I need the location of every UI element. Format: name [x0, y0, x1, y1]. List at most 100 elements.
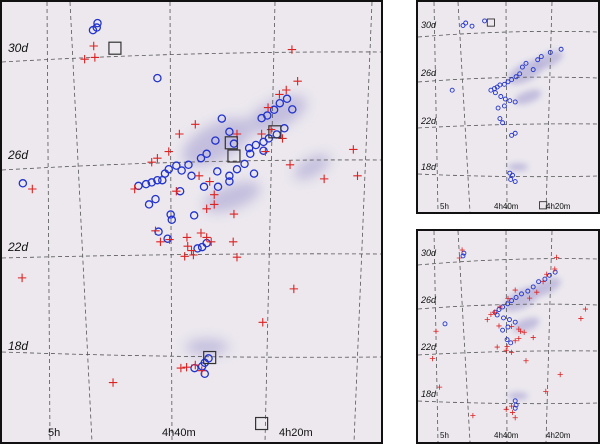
cloud-region [514, 89, 542, 105]
main-sky-map: 30d 26d 22d 18d 5h 4h40m 4h20m [2, 2, 381, 442]
circle-marker [257, 113, 266, 123]
y-tick-label: 30d [421, 248, 437, 258]
x-tick-label: 4h40m [494, 202, 519, 211]
circle-marker [158, 175, 167, 185]
plus-marker [257, 129, 266, 139]
y-tick-label: 26d [7, 148, 28, 162]
extinction-glow [507, 50, 563, 171]
x-tick-label: 4h20m [279, 427, 313, 439]
declination-gridline [418, 400, 598, 405]
circle-marker [512, 99, 518, 105]
circle-marker [513, 295, 519, 300]
plus-marker [183, 242, 192, 251]
square-marker [108, 41, 122, 55]
plus-marker [108, 378, 118, 387]
plus-marker [189, 250, 198, 260]
circle-marker [506, 317, 512, 323]
plus-marker [540, 279, 546, 285]
plus-marker [17, 273, 27, 283]
plus-marker [258, 318, 267, 327]
cloud-region [182, 118, 252, 166]
plus-marker [470, 413, 476, 419]
x-tick-label: 4h20m [546, 202, 571, 211]
cloud-region [247, 95, 307, 133]
x-tick-label: 5h [440, 202, 449, 211]
plus-marker [172, 187, 181, 196]
plus-marker [459, 247, 465, 253]
right-ascension-gridline [457, 2, 471, 212]
circle-marker [504, 337, 510, 343]
circle-marker [508, 176, 514, 182]
circle-marker [213, 167, 222, 176]
circle-marker [501, 315, 506, 321]
circle-marker [193, 244, 202, 253]
plus-marker [293, 77, 302, 86]
circle-marker [469, 23, 475, 29]
cloud-region [508, 392, 528, 400]
circle-marker [558, 46, 564, 52]
y-tick-label: 22d [7, 240, 28, 254]
plus-marker [175, 129, 184, 139]
declination-gridline [418, 350, 598, 356]
plus-marker [151, 226, 160, 235]
y-tick-label: 30d [421, 20, 437, 30]
plus-marker [488, 311, 494, 317]
square-marker [224, 136, 238, 150]
plus-marker [505, 295, 511, 302]
circle-marker [163, 234, 172, 243]
bottom-right-sky-map: 30d 26d 22d 18d 5h 4h40m 4h20m [418, 231, 598, 442]
plus-marker [191, 360, 200, 370]
plus-marker [512, 338, 518, 344]
y-tick-label: 26d [420, 68, 437, 78]
circle-marker [202, 149, 211, 159]
declination-gridline [2, 351, 381, 358]
y-tick-label: 22d [420, 342, 437, 352]
circle-marker [251, 140, 261, 150]
circle-marker [88, 25, 98, 35]
circle-marker [509, 77, 515, 83]
plus-marker [194, 171, 204, 180]
plus-marker [456, 255, 462, 261]
plus-marker [285, 160, 295, 169]
plus-marker [80, 55, 89, 64]
plus-marker [509, 409, 516, 416]
circle-marker [167, 215, 177, 225]
plus-marker [28, 184, 37, 194]
top-right-sky-map: 30d 26d 22d 18d 5h 4h40m 4h20m [418, 2, 598, 212]
y-tick-label: 26d [420, 295, 437, 305]
right-ascension-gridline [433, 2, 439, 212]
x-tick-label: 4h40m [162, 427, 196, 439]
plus-marker [509, 349, 515, 355]
plus-marker [503, 406, 509, 412]
right-ascension-gridline [353, 2, 373, 442]
square-marker [539, 201, 548, 210]
declination-gridline [418, 258, 598, 266]
plus-marker [518, 328, 524, 334]
declination-gridline [418, 173, 598, 178]
circle-marker [461, 250, 467, 256]
circle-marker [523, 60, 529, 66]
circle-marker [244, 143, 254, 153]
right-ascension-gridline [169, 2, 173, 442]
plus-marker [509, 403, 515, 409]
circle-marker [497, 116, 503, 122]
cloud-region [185, 339, 229, 355]
plus-marker [205, 177, 214, 186]
plus-marker [491, 309, 498, 315]
cloud-region [533, 50, 563, 70]
y-tick-label: 30d [8, 41, 28, 55]
plus-marker [534, 289, 540, 295]
plus-marker [156, 237, 165, 246]
square-marker [486, 18, 495, 27]
circle-marker [259, 137, 268, 147]
circle-marker [154, 227, 163, 236]
circle-marker [442, 321, 448, 327]
circle-marker [510, 172, 515, 178]
circle-marker [505, 324, 511, 330]
circle-marker [259, 146, 268, 155]
circle-marker [172, 161, 181, 170]
plus-marker [530, 334, 536, 341]
plus-marker [197, 366, 206, 375]
circle-marker [189, 211, 199, 220]
plus-marker [182, 363, 191, 372]
